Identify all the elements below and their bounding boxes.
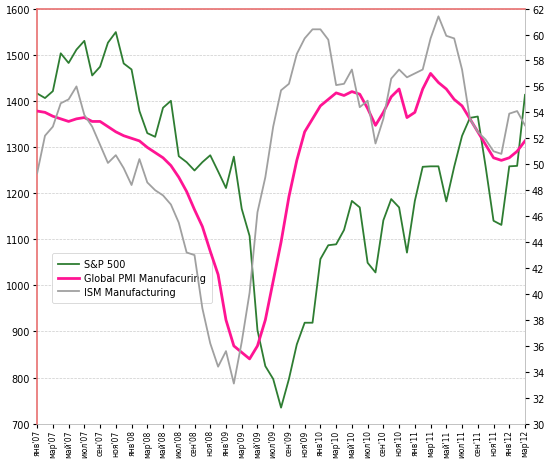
Line: Global PMI Manufacuring: Global PMI Manufacuring: [37, 74, 525, 359]
Global PMI Manufacuring: [380, 110, 387, 116]
Line: ISM Manufacturing: ISM Manufacturing: [37, 17, 525, 384]
S&P 500: [34, 92, 41, 97]
ISM Manufacturing: [285, 82, 292, 88]
ISM Manufacturing: [183, 250, 190, 256]
Global PMI Manufacuring: [514, 149, 520, 155]
S&P 500: [294, 342, 300, 347]
ISM Manufacturing: [168, 202, 174, 208]
S&P 500: [113, 30, 119, 36]
S&P 500: [388, 197, 394, 202]
S&P 500: [175, 154, 182, 160]
ISM Manufacturing: [514, 109, 520, 115]
Global PMI Manufacuring: [246, 357, 253, 362]
Global PMI Manufacuring: [34, 109, 41, 115]
ISM Manufacturing: [380, 117, 387, 122]
S&P 500: [522, 93, 529, 99]
Global PMI Manufacuring: [427, 71, 434, 77]
Global PMI Manufacuring: [270, 279, 277, 284]
ISM Manufacturing: [34, 171, 41, 177]
Global PMI Manufacuring: [168, 163, 174, 169]
Line: S&P 500: S&P 500: [37, 33, 525, 408]
Global PMI Manufacuring: [183, 189, 190, 195]
ISM Manufacturing: [522, 123, 529, 129]
S&P 500: [191, 169, 198, 174]
S&P 500: [514, 164, 520, 169]
ISM Manufacturing: [270, 125, 277, 130]
S&P 500: [270, 376, 277, 382]
Legend: S&P 500, Global PMI Manufacuring, ISM Manufacturing: S&P 500, Global PMI Manufacuring, ISM Ma…: [52, 254, 212, 303]
Global PMI Manufacuring: [522, 139, 529, 144]
ISM Manufacturing: [435, 14, 442, 20]
ISM Manufacturing: [230, 381, 237, 387]
S&P 500: [278, 405, 284, 411]
Global PMI Manufacuring: [285, 194, 292, 200]
